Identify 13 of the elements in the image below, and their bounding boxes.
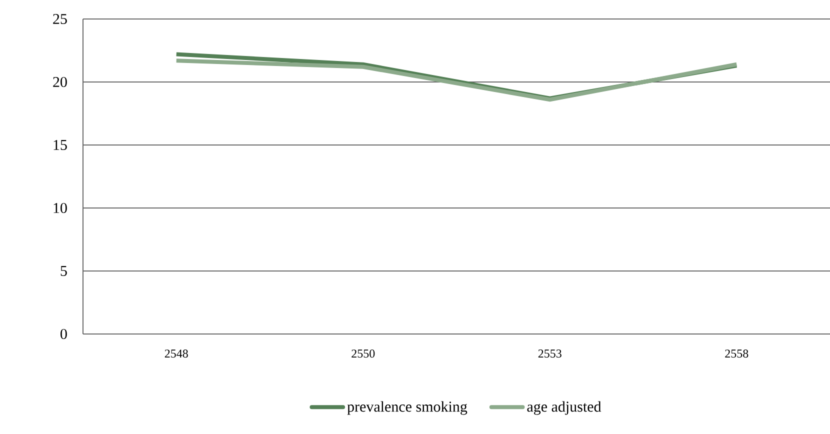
x-tick-label: 2553 [538,350,562,358]
x-tick-label: 2558 [725,350,748,358]
y-tick-label: 15 [54,140,67,150]
legend-label: age adjusted [527,401,602,415]
x-tick-label: 2550 [352,350,375,358]
line-series [174,58,739,102]
y-tick-label: 0 [60,328,67,340]
legend-label: prevalence smoking [347,401,468,415]
y-tick-label: 20 [53,76,67,88]
y-tick-label: 5 [60,266,67,276]
x-tick-label: 2548 [164,350,188,358]
y-tick-label: 10 [54,202,67,214]
y-tick-label: 25 [53,14,67,24]
